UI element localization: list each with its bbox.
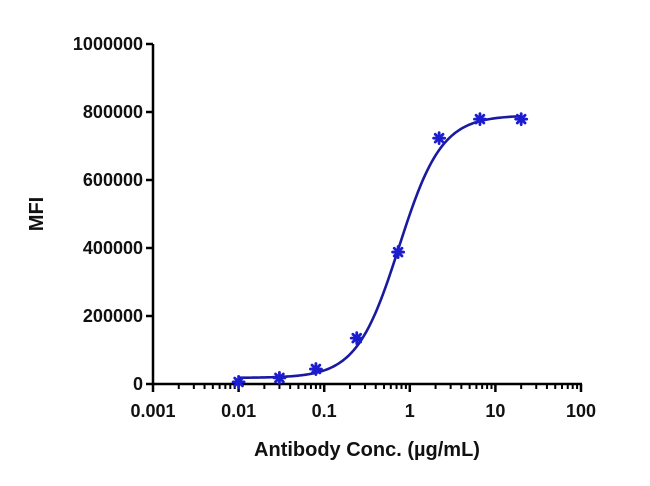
x-axis-title: Antibody Conc. (µg/mL): [254, 439, 480, 461]
x-tick-label: 100: [566, 401, 596, 421]
y-tick-label: 0: [133, 374, 143, 394]
data-point-marker: [309, 362, 323, 376]
x-tick-label: 0.01: [221, 401, 256, 421]
y-tick-label: 1000000: [73, 34, 143, 54]
data-point-marker: [391, 245, 406, 259]
x-tick-label: 1: [405, 401, 415, 421]
data-point-marker: [432, 131, 447, 146]
y-tick-label: 800000: [83, 102, 143, 122]
y-tick-label: 600000: [83, 170, 143, 190]
y-tick-label: 400000: [83, 238, 143, 258]
data-points: [231, 112, 529, 389]
data-point-marker: [473, 112, 487, 127]
y-axis-title: MFI: [26, 197, 48, 231]
x-tick-label: 10: [485, 401, 505, 421]
data-point-marker: [514, 112, 529, 127]
x-axis: 0.001 0.01 0.1 1 10 100: [130, 382, 596, 421]
data-point-marker: [272, 370, 287, 385]
fit-curve: [238, 114, 522, 380]
data-point-marker: [231, 375, 246, 389]
y-tick-label: 200000: [83, 306, 143, 326]
x-tick-label: 0.001: [130, 401, 175, 421]
x-tick-label: 0.1: [312, 401, 337, 421]
y-axis: 0 200000 400000 600000 800000 1000000: [73, 34, 155, 394]
data-point-marker: [349, 331, 364, 346]
